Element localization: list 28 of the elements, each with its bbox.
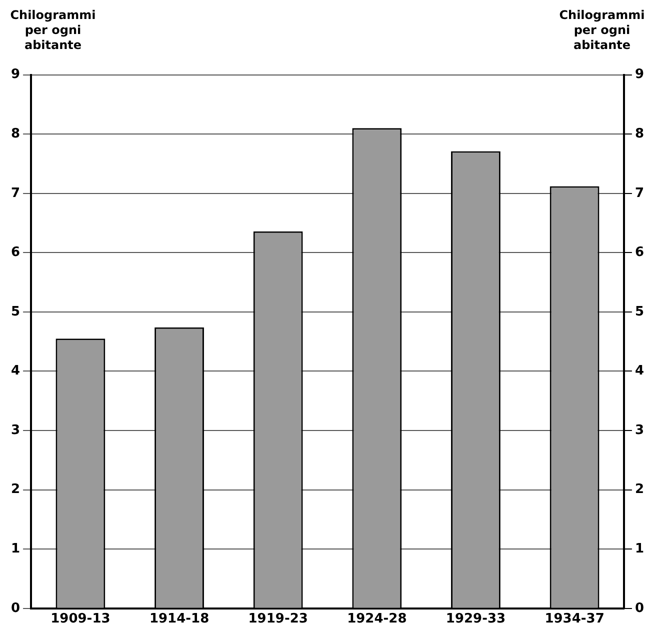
x-tick-label: 1929-33 (446, 612, 506, 627)
y2-tick-label: 6 (634, 245, 644, 260)
y-tick-label: 2 (11, 482, 20, 498)
x-tick-label: 1914-18 (149, 612, 210, 627)
y-tick-label: 6 (11, 245, 20, 260)
y-tick-label: 0 (11, 600, 20, 616)
y-tick-label: 4 (11, 364, 20, 379)
x-tick-label: 1919-23 (248, 612, 308, 627)
x-tick-label: 1909-13 (50, 612, 110, 627)
x-tick-label: 1934-37 (544, 612, 604, 627)
x-tick-label: 1924-28 (347, 612, 407, 627)
y-tick-label: 1 (11, 541, 20, 556)
y2-tick-label: 4 (634, 364, 644, 379)
y2-tick-label: 2 (634, 482, 644, 498)
y-tick-label: 9 (11, 67, 20, 82)
y2-tick-label: 1 (634, 541, 644, 556)
y2-tick-label: 5 (634, 304, 644, 320)
y-tick-label: 7 (11, 186, 20, 201)
y2-tick-label: 9 (634, 67, 644, 82)
y2-axis-title: Chilogrammi per ogni abitante (558, 8, 646, 53)
y2-tick-label: 7 (634, 186, 644, 201)
y2-tick-label: 0 (634, 600, 644, 616)
y-axis-title: Chilogrammi per ogni abitante (9, 8, 97, 53)
y-tick-label: 5 (11, 304, 20, 320)
y2-tick-label: 8 (634, 126, 644, 142)
y-tick-label: 8 (11, 126, 20, 142)
y2-tick-label: 3 (634, 422, 644, 438)
y-tick-label: 3 (11, 422, 20, 438)
